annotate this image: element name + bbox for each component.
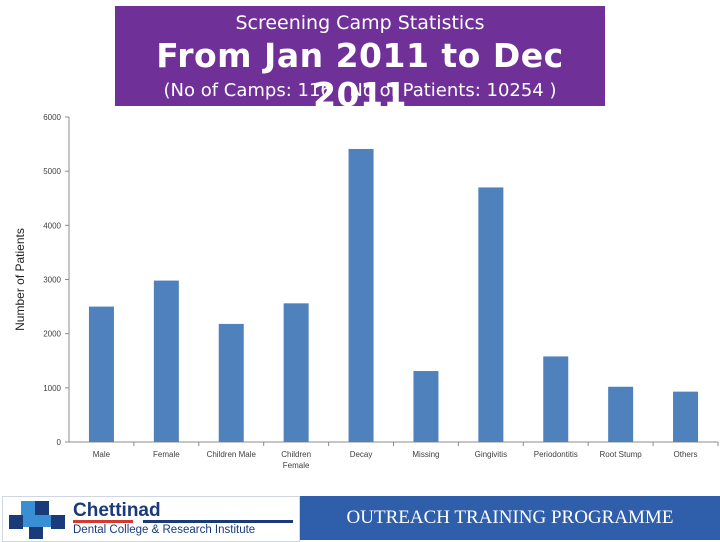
bar-male [88,306,114,442]
bar-decay [348,148,374,443]
title-banner: Screening Camp Statistics From Jan 2011 … [115,6,605,114]
logo-divider-2 [143,520,293,523]
bar-root-stump [608,386,634,442]
program-banner: OUTREACH TRAINING PROGRAMME [300,496,720,540]
x-tick-label: Decay [350,450,373,459]
x-tick-label: Others [674,450,698,459]
y-tick-label: 3000 [43,276,61,285]
y-tick-label: 6000 [43,113,61,122]
logo-emblem-icon [9,501,65,539]
logo-subtitle: Dental College & Research Institute [73,524,256,536]
bar-chart: 0 1000 2000 3000 4000 5000 6000 Number of Patie… [13,113,719,470]
y-tick-label: 1000 [43,384,61,393]
camp-summary: (No of Camps: 116 ; No of Patients: 1025… [163,80,557,101]
y-tick-label: 2000 [43,330,61,339]
x-tick-label: Female [283,461,310,470]
bar-periodontitis [543,356,569,442]
x-tick-label: Male [93,450,111,459]
x-tick-label: Female [153,450,180,459]
logo-divider [73,520,133,523]
date-range-heading: From Jan 2011 to Dec 2011 [156,36,564,114]
x-tick-label: Root Stump [600,450,643,459]
footer: Chettinad Dental College & Research Inst… [0,490,720,542]
y-tick-label: 0 [57,438,62,447]
y-axis-title: Number of Patients [13,228,27,331]
bar-gingivitis [478,187,504,442]
x-tick-label: Missing [412,450,439,459]
bar-others [673,391,699,442]
bar-female [153,280,179,442]
x-tick-label: Periodontitis [534,450,578,459]
y-tick-label: 4000 [43,221,61,230]
logo-name: Chettinad [73,500,161,521]
institute-logo: Chettinad Dental College & Research Inst… [2,496,300,542]
y-tick-label: 5000 [43,167,61,176]
bar-children-male [218,323,244,442]
x-tick-label: Children [281,450,311,459]
x-tick-label: Children Male [207,450,257,459]
bar-missing [413,371,439,442]
chart-title: Screening Camp Statistics [235,12,485,34]
x-tick-label: Gingivitis [475,450,507,459]
bar-children-female [283,303,309,442]
